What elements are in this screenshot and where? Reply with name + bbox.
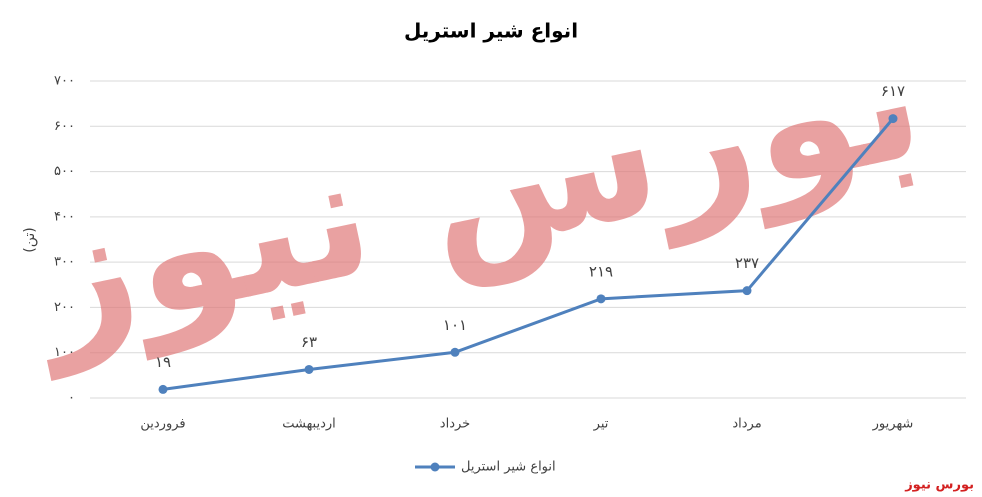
y-tick-label: ۵۰۰ bbox=[54, 164, 75, 179]
y-tick-label: ۲۰۰ bbox=[54, 300, 75, 315]
point bbox=[596, 294, 606, 304]
series-line bbox=[162, 117, 895, 391]
chart-title: انواع شیر استریل bbox=[404, 19, 578, 43]
y-tick-label: ۰ bbox=[68, 391, 75, 406]
x-tick-label: اردیبهشت bbox=[282, 417, 336, 432]
x-tick-label: تیر bbox=[593, 417, 609, 432]
y-tick-label: ۴۰۰ bbox=[54, 209, 75, 224]
y-tick-label: ۳۰۰ bbox=[54, 255, 75, 270]
point bbox=[742, 286, 752, 296]
watermark: بورس نیوز bbox=[9, 0, 938, 382]
point bbox=[304, 364, 314, 374]
data-label: ۶۳ bbox=[301, 333, 317, 351]
y-axis-label: (تن) bbox=[22, 227, 38, 253]
point bbox=[450, 347, 460, 357]
data-label: ۱۹ bbox=[155, 353, 171, 371]
y-tick-label: ۶۰۰ bbox=[54, 119, 75, 134]
legend-marker bbox=[430, 462, 440, 472]
data-label: ۲۳۷ bbox=[735, 254, 759, 272]
data-label: ۶۱۷ bbox=[881, 82, 905, 100]
data-label: ۲۱۹ bbox=[589, 262, 613, 280]
point bbox=[888, 114, 898, 124]
legend-label: انواع شیر استریل bbox=[461, 460, 556, 475]
x-tick-label: مرداد bbox=[732, 417, 761, 432]
point bbox=[158, 384, 168, 394]
x-tick-label: خرداد bbox=[440, 417, 470, 432]
data-label: ۱۰۱ bbox=[443, 316, 467, 334]
x-tick-label: شهریور bbox=[872, 417, 914, 432]
y-tick-label: ۱۰۰ bbox=[54, 345, 75, 360]
credit: بورس نیوز bbox=[904, 478, 974, 493]
x-tick-label: فروردین bbox=[140, 417, 185, 432]
y-tick-label: ۷۰۰ bbox=[54, 74, 75, 89]
